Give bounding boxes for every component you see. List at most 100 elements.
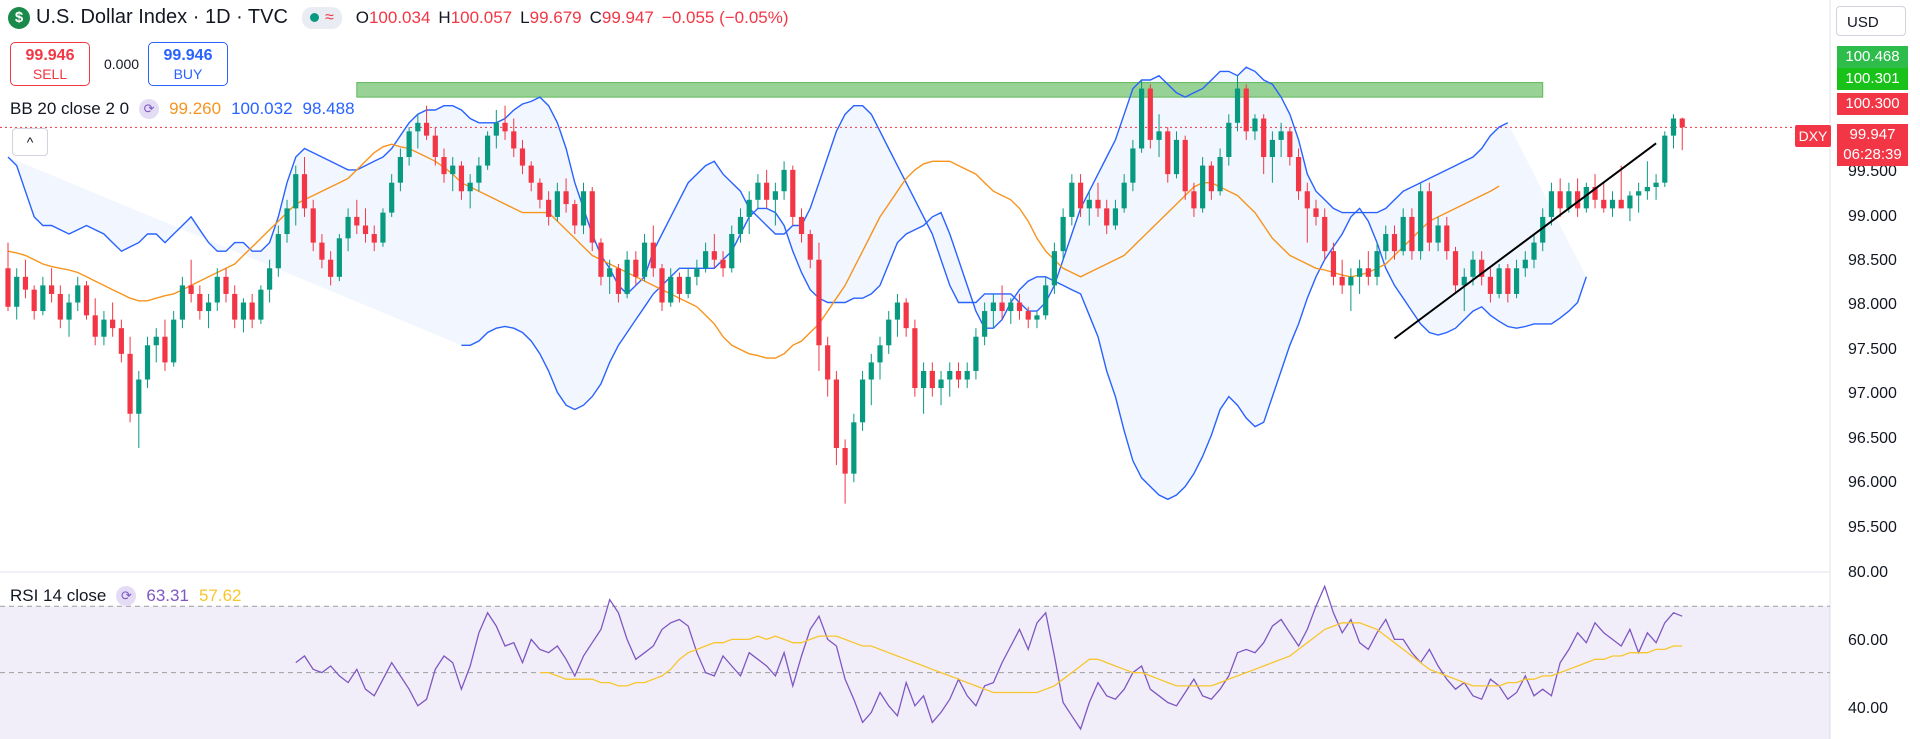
candle-body xyxy=(362,225,369,235)
candle-body xyxy=(720,259,726,269)
candle-body xyxy=(1653,182,1659,187)
candle-body xyxy=(1444,225,1450,252)
ohlc-close: C99.947 xyxy=(589,7,654,27)
collapse-legend-button[interactable]: ^ xyxy=(12,128,48,156)
candle-body xyxy=(1670,118,1677,136)
candle-body xyxy=(546,199,552,217)
candle-body xyxy=(40,285,46,312)
candle-body xyxy=(1261,118,1267,158)
rsi-legend[interactable]: RSI 14 close ⟳ 63.31 57.62 xyxy=(10,586,241,606)
bollinger-legend[interactable]: BB 20 close 2 0 ⟳ 99.260 100.032 98.488 xyxy=(10,99,355,119)
candle-body xyxy=(1077,182,1084,209)
candle-body xyxy=(240,302,247,320)
candle-body xyxy=(476,165,482,183)
candle-body xyxy=(1391,234,1398,252)
candle-body xyxy=(1287,131,1293,158)
candle-body xyxy=(816,259,822,346)
candle-body xyxy=(528,165,534,183)
candle-body xyxy=(1357,268,1363,277)
buy-button[interactable]: 99.946 BUY xyxy=(148,42,228,86)
candle-body xyxy=(1400,216,1406,252)
candle-body xyxy=(807,234,813,260)
candle-body xyxy=(1156,131,1162,140)
candle-body xyxy=(162,336,168,363)
candle-body xyxy=(833,379,839,448)
rsi-ma-line xyxy=(539,622,1683,694)
candle-body xyxy=(197,293,203,312)
bb-lower-value: 98.488 xyxy=(302,99,355,118)
candle-body xyxy=(1208,165,1214,192)
candle-body xyxy=(781,169,787,192)
resistance-zone xyxy=(356,82,1544,98)
candle-body xyxy=(1051,251,1057,286)
candle-body xyxy=(1601,199,1607,209)
candle-body xyxy=(1679,118,1685,128)
candle-body xyxy=(1226,122,1232,158)
candle-body xyxy=(955,370,962,380)
zone-top-label: 100.468 xyxy=(1837,46,1908,68)
candle-body xyxy=(5,268,11,307)
candle-body xyxy=(1269,139,1275,158)
candle-body xyxy=(877,345,883,363)
candle-body xyxy=(1173,139,1180,175)
price-tick: 97.000 xyxy=(1848,385,1897,402)
candle-body xyxy=(1008,302,1014,312)
candle-body xyxy=(1479,259,1485,277)
rsi-band-fill xyxy=(0,606,1830,673)
candle-body xyxy=(798,216,805,235)
zone-bottom-label: 100.301 xyxy=(1837,68,1908,90)
price-pane xyxy=(0,0,1831,739)
candle-body xyxy=(894,302,901,320)
candle-body xyxy=(903,302,909,329)
candle-body xyxy=(912,328,918,389)
rsi-value: 63.31 xyxy=(146,586,189,605)
candle-body xyxy=(580,191,587,226)
candle-body xyxy=(205,302,212,312)
rsi-ma-value: 57.62 xyxy=(198,586,242,605)
rsi-label: RSI 14 close xyxy=(10,586,107,605)
candle-body xyxy=(371,234,377,243)
candle-body xyxy=(1217,157,1223,192)
candle-body xyxy=(397,157,403,183)
ohlc-high: H100.057 xyxy=(438,7,513,27)
refresh-icon[interactable]: ⟳ xyxy=(139,99,160,119)
ohlc-low: L99.679 xyxy=(520,7,582,27)
candle-body xyxy=(1513,268,1520,294)
candle-body xyxy=(929,370,935,389)
candle-body xyxy=(554,191,560,217)
candle-body xyxy=(1618,199,1624,209)
sell-button[interactable]: 99.946 SELL xyxy=(10,42,90,86)
price-tick: 96.500 xyxy=(1848,430,1897,447)
candle-body xyxy=(615,268,621,294)
candle-body xyxy=(1662,135,1668,183)
rsi-tick: 60.00 xyxy=(1848,632,1889,649)
candle-body xyxy=(711,251,717,260)
candle-body xyxy=(458,165,465,192)
currency-selector[interactable]: USD xyxy=(1836,6,1906,36)
price-tick: 98.000 xyxy=(1848,296,1897,313)
refresh-icon[interactable]: ⟳ xyxy=(116,586,137,606)
candle-body xyxy=(110,319,116,329)
bollinger-basis-line xyxy=(7,143,1500,359)
market-status[interactable]: ≈ xyxy=(301,6,342,29)
candle-body xyxy=(354,216,360,226)
candle-body xyxy=(336,238,342,277)
candle-body xyxy=(1461,276,1467,286)
dollar-symbol-icon: $ xyxy=(8,6,30,29)
candle-body xyxy=(624,259,630,294)
candle-body xyxy=(502,122,508,132)
candle-body xyxy=(563,191,569,205)
candle-body xyxy=(1191,191,1197,209)
candle-body xyxy=(729,234,735,269)
candle-body xyxy=(755,182,761,200)
bb-upper-value: 100.032 xyxy=(231,99,293,118)
bollinger-upper-line xyxy=(7,66,1509,312)
candle-body xyxy=(1383,234,1389,252)
candle-body xyxy=(1130,148,1136,183)
candle-body xyxy=(1583,186,1589,209)
candle-body xyxy=(144,345,151,380)
candle-body xyxy=(1522,259,1528,269)
rsi-pane xyxy=(0,584,1830,739)
symbol-title[interactable]: U.S. Dollar Index · 1D · TVC xyxy=(36,6,288,28)
